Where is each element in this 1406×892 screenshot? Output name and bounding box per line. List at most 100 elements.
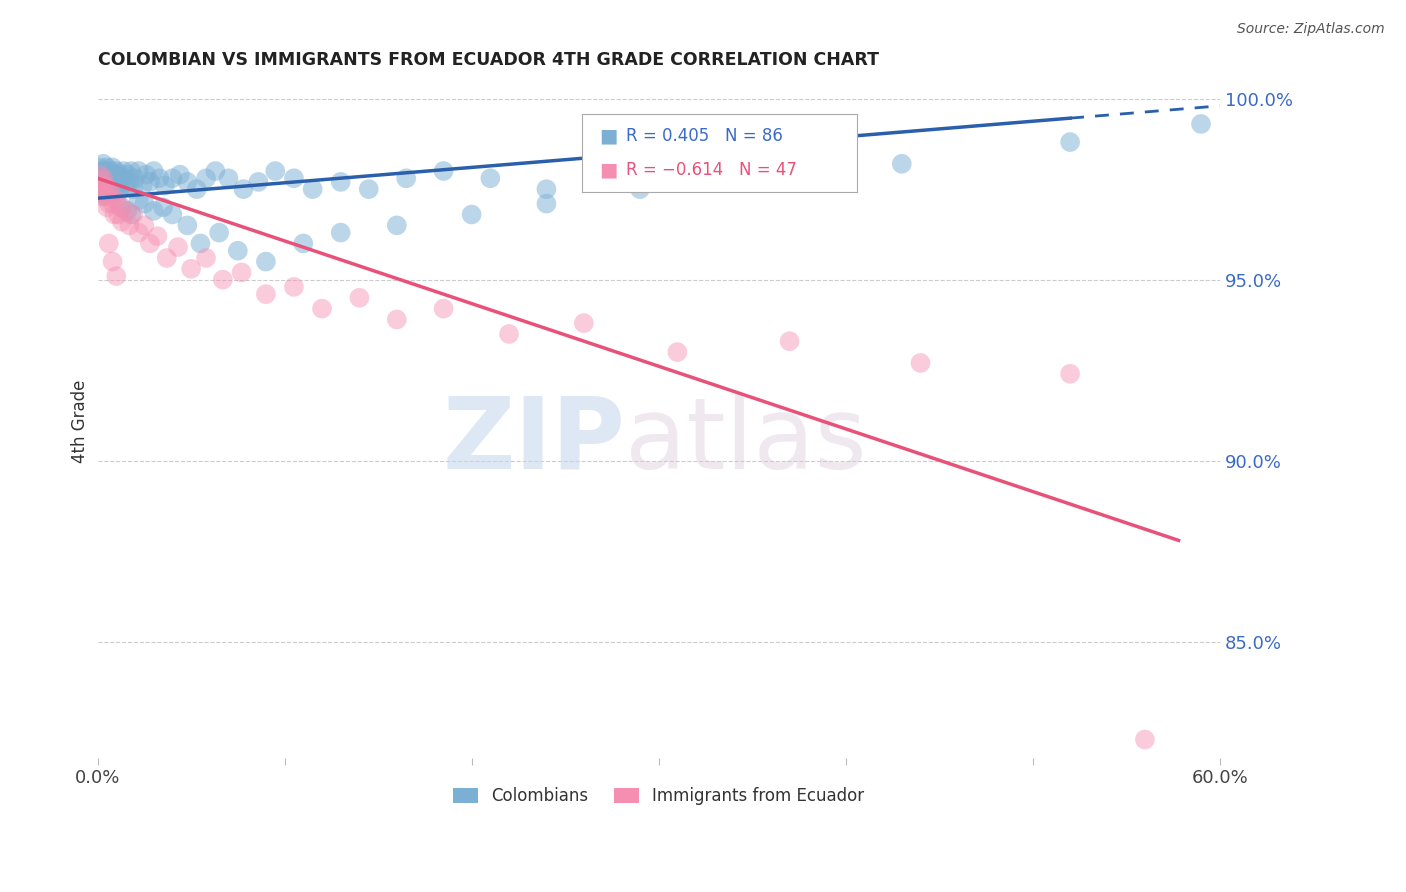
Point <box>90 189 112 203</box>
Point <box>218 171 240 186</box>
Point <box>91 171 114 186</box>
Point <box>357 182 380 196</box>
Point <box>103 207 125 221</box>
Point <box>176 219 198 233</box>
Point <box>329 226 352 240</box>
Point <box>139 175 162 189</box>
Point <box>114 178 136 193</box>
Point <box>536 182 558 196</box>
Point <box>111 171 134 186</box>
Point <box>118 219 141 233</box>
Point <box>572 316 595 330</box>
Point <box>779 334 801 349</box>
Point <box>349 291 371 305</box>
Point <box>148 171 170 186</box>
Point <box>103 168 125 182</box>
Point <box>103 182 125 196</box>
Point <box>96 161 118 175</box>
Point <box>1133 732 1156 747</box>
Point <box>134 219 156 233</box>
Point <box>118 175 141 189</box>
Point <box>108 168 131 182</box>
Point <box>101 171 124 186</box>
Point <box>910 356 932 370</box>
Point <box>105 164 128 178</box>
Point <box>94 164 117 178</box>
Point <box>152 200 174 214</box>
Point <box>254 254 277 268</box>
Point <box>111 200 134 214</box>
Point <box>117 168 139 182</box>
Point <box>212 273 235 287</box>
Legend: Colombians, Immigrants from Ecuador: Colombians, Immigrants from Ecuador <box>444 779 873 814</box>
Point <box>536 196 558 211</box>
Point <box>186 182 208 196</box>
Point <box>666 345 689 359</box>
Point <box>162 207 184 221</box>
Point <box>120 207 142 221</box>
Text: COLOMBIAN VS IMMIGRANTS FROM ECUADOR 4TH GRADE CORRELATION CHART: COLOMBIAN VS IMMIGRANTS FROM ECUADOR 4TH… <box>97 51 879 69</box>
Point <box>107 207 129 221</box>
Point <box>628 182 651 196</box>
Point <box>91 186 114 200</box>
Point <box>111 215 134 229</box>
Point <box>311 301 333 316</box>
Point <box>89 161 111 175</box>
Point <box>128 226 150 240</box>
Point <box>890 157 912 171</box>
Point <box>195 171 218 186</box>
Point <box>107 171 129 186</box>
Point <box>90 164 112 178</box>
Point <box>128 164 150 178</box>
Point <box>385 219 408 233</box>
Point <box>226 244 249 258</box>
Point <box>156 251 179 265</box>
Point <box>142 164 165 178</box>
Point <box>100 164 122 178</box>
Point <box>97 182 120 196</box>
Point <box>101 161 124 175</box>
Text: atlas: atlas <box>626 392 866 490</box>
Point <box>139 236 162 251</box>
Point <box>100 186 122 200</box>
Point <box>122 182 145 196</box>
Point <box>101 196 124 211</box>
Point <box>90 186 112 200</box>
Point <box>208 226 231 240</box>
Point <box>108 182 131 196</box>
Point <box>301 182 323 196</box>
Point <box>105 268 128 283</box>
Point <box>190 236 212 251</box>
Point <box>94 178 117 193</box>
Point <box>108 200 131 214</box>
Point <box>89 168 111 182</box>
Point <box>169 168 191 182</box>
Point <box>460 207 482 221</box>
Point <box>142 203 165 218</box>
Point <box>122 207 145 221</box>
Point <box>100 178 122 193</box>
Text: ZIP: ZIP <box>441 392 626 490</box>
Point <box>90 175 112 189</box>
Point <box>146 229 169 244</box>
Point <box>96 189 118 203</box>
Point <box>292 236 315 251</box>
Point <box>741 171 763 186</box>
Point <box>94 178 117 193</box>
Point <box>479 171 502 186</box>
Point <box>385 312 408 326</box>
Point <box>167 240 190 254</box>
Point <box>97 236 120 251</box>
Text: Source: ZipAtlas.com: Source: ZipAtlas.com <box>1237 22 1385 37</box>
Point <box>195 251 218 265</box>
Point <box>94 189 117 203</box>
Point <box>120 164 142 178</box>
Point <box>153 178 176 193</box>
Point <box>96 200 118 214</box>
Point <box>180 261 202 276</box>
Point <box>91 171 114 186</box>
Point <box>124 171 146 186</box>
Point <box>1059 367 1081 381</box>
Point <box>1059 135 1081 149</box>
Point <box>96 186 118 200</box>
